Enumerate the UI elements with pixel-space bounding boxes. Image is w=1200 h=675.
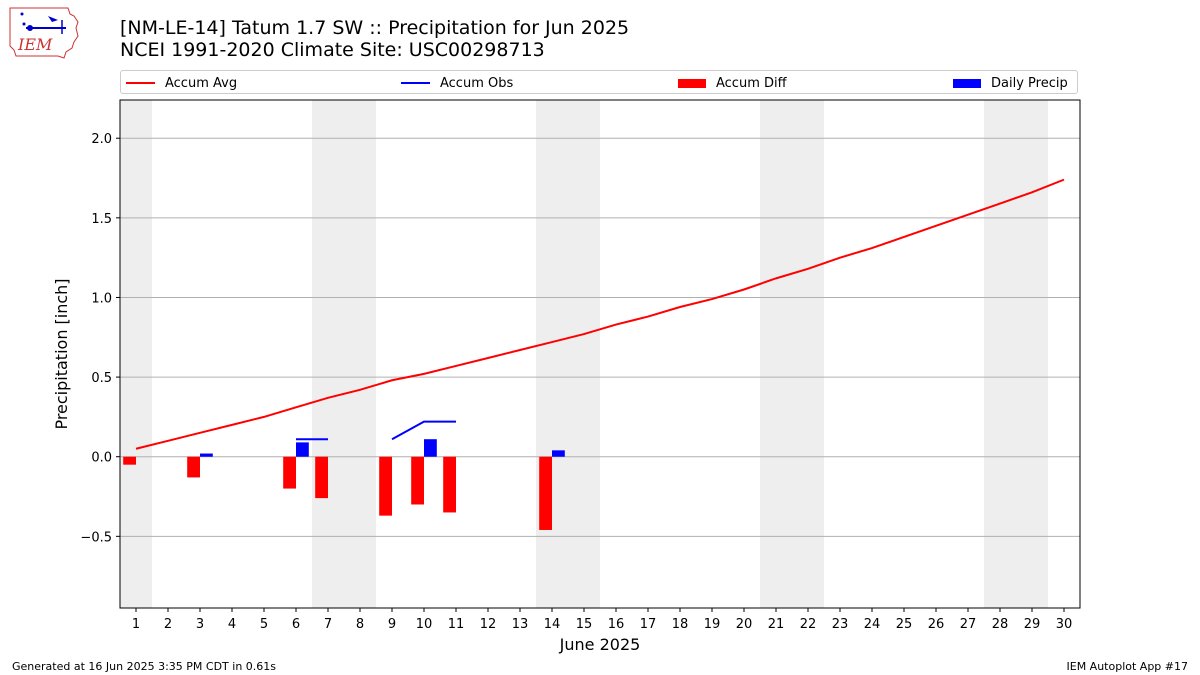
accum-diff-bar <box>315 456 328 499</box>
x-tick-label: 14 <box>544 617 561 632</box>
weekend-shade <box>312 100 376 608</box>
plot-frame <box>119 99 1081 609</box>
weekend-shade <box>536 100 600 608</box>
accum-diff-bar <box>443 456 456 513</box>
legend-swatch-accum-diff <box>678 78 706 88</box>
accum-avg-line <box>135 178 1065 450</box>
footer-generated-text: Generated at 16 Jun 2025 3:35 PM CDT in … <box>12 660 277 673</box>
y-tick-label: 1.5 <box>91 212 112 227</box>
weekend-shade <box>984 100 1048 608</box>
x-tick-label: 4 <box>228 617 236 632</box>
x-tick-label: 13 <box>512 617 529 632</box>
legend-item-accum-diff: Accum Diff <box>678 74 787 92</box>
x-tick-label: 21 <box>768 617 785 632</box>
y-tick-label: −0.5 <box>80 530 112 545</box>
daily-precip-bar <box>552 450 565 457</box>
x-tick-label: 16 <box>608 617 625 632</box>
x-tick-label: 27 <box>960 617 977 632</box>
chart-title: [NM-LE-14] Tatum 1.7 SW :: Precipitation… <box>120 17 630 39</box>
weekend-shading <box>120 100 1048 608</box>
iem-logo: IEM <box>9 7 79 59</box>
legend-swatch-accum-avg <box>126 82 155 84</box>
chart-legend: Accum Avg Accum Obs Accum Diff Daily Pre… <box>120 70 1078 94</box>
x-tick-label: 6 <box>292 617 300 632</box>
footer-app-text: IEM Autoplot App #17 <box>1066 660 1189 673</box>
x-tick-label: 23 <box>832 617 849 632</box>
logo-text: IEM <box>17 35 53 54</box>
accum-diff-bar <box>123 456 136 465</box>
x-tick-label: 26 <box>928 617 945 632</box>
chart-subtitle: NCEI 1991-2020 Climate Site: USC00298713 <box>120 39 545 61</box>
x-tick-label: 1 <box>132 617 140 632</box>
x-tick-label: 24 <box>864 617 881 632</box>
legend-label-accum-avg: Accum Avg <box>165 75 238 91</box>
x-tick-label: 22 <box>800 617 817 632</box>
x-tick-label: 2 <box>164 617 172 632</box>
x-tick-label: 25 <box>896 617 913 632</box>
y-tick-label: 0.5 <box>91 371 112 386</box>
accum-diff-bar <box>539 456 552 530</box>
daily-precip-bar <box>296 442 309 457</box>
y-tick-label: 1.0 <box>91 291 112 306</box>
x-tick-label: 29 <box>1024 617 1041 632</box>
legend-swatch-accum-obs <box>401 82 430 84</box>
x-tick-label: 18 <box>672 617 689 632</box>
x-tick-label: 10 <box>416 617 433 632</box>
x-tick-label: 5 <box>260 617 268 632</box>
x-tick-label: 3 <box>196 617 204 632</box>
accum-diff-bar <box>187 456 200 478</box>
bars <box>123 439 565 530</box>
legend-item-daily-precip: Daily Precip <box>953 74 1068 92</box>
x-tick-label: 15 <box>576 617 593 632</box>
x-tick-label: 28 <box>992 617 1009 632</box>
x-tick-label: 7 <box>324 617 332 632</box>
accum-diff-bar <box>283 456 296 489</box>
legend-label-daily-precip: Daily Precip <box>991 75 1068 91</box>
legend-item-accum-obs: Accum Obs <box>401 74 513 92</box>
x-tick-label: 19 <box>704 617 721 632</box>
axes: −0.50.00.51.01.52.01 2 3 4 5 6 7 8 9 10 11 12 13 14 15… <box>80 132 1072 632</box>
weekend-shade <box>760 100 824 608</box>
x-axis-label: June 2025 <box>559 635 641 654</box>
y-tick-label: 0.0 <box>91 451 112 466</box>
x-tick-label: 17 <box>640 617 657 632</box>
accum-diff-bar <box>379 456 392 516</box>
x-tick-label: 12 <box>480 617 497 632</box>
legend-item-accum-avg: Accum Avg <box>126 74 237 92</box>
daily-precip-bar <box>424 439 437 457</box>
accum-diff-bar <box>411 456 424 505</box>
chart-title-block: [NM-LE-14] Tatum 1.7 SW :: Precipitation… <box>120 17 629 61</box>
accum-obs-line <box>391 420 456 441</box>
legend-swatch-daily-precip <box>953 78 981 88</box>
x-tick-label: 30 <box>1056 617 1073 632</box>
x-tick-label: 11 <box>448 617 465 632</box>
legend-label-accum-diff: Accum Diff <box>716 75 787 91</box>
x-tick-label: 20 <box>736 617 753 632</box>
lines <box>135 178 1065 450</box>
legend-label-accum-obs: Accum Obs <box>440 75 514 91</box>
x-tick-label: 8 <box>356 617 364 632</box>
y-tick-label: 2.0 <box>91 132 112 147</box>
gridlines <box>120 137 1080 537</box>
weekend-shade <box>120 100 152 608</box>
x-tick-label: 9 <box>388 617 396 632</box>
y-axis-label: Precipitation [inch] <box>52 278 71 429</box>
daily-precip-bar <box>200 453 213 457</box>
